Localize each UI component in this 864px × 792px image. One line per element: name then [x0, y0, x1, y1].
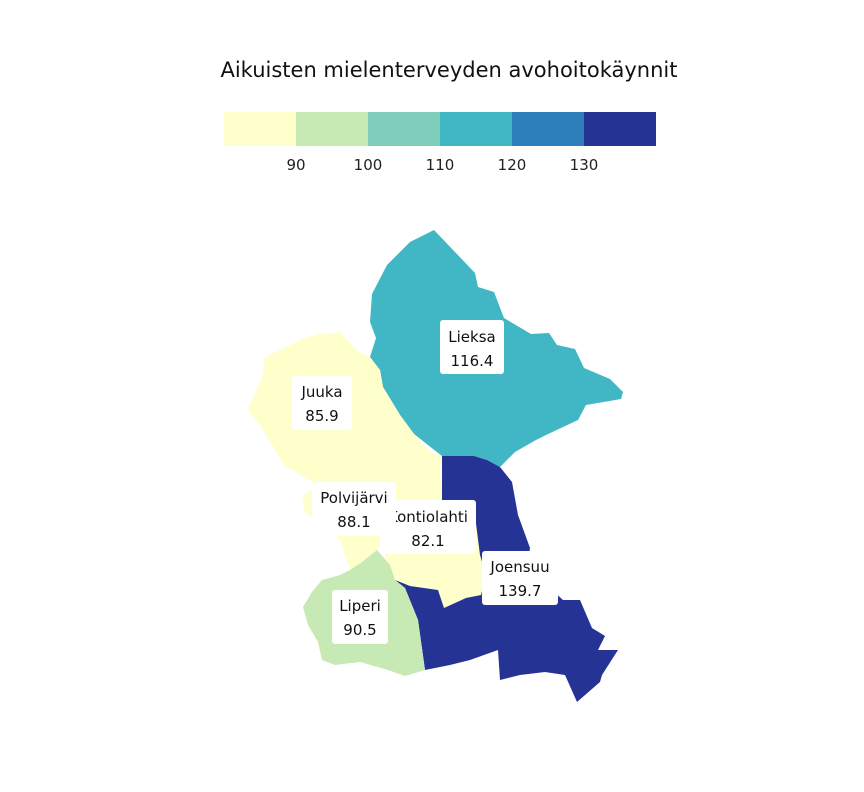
label-value-kontiolahti: 82.1	[411, 532, 444, 550]
label-name-joensuu: Joensuu	[489, 558, 549, 576]
label-joensuu: Joensuu 139.7	[482, 551, 558, 605]
label-box-juuka	[292, 376, 352, 430]
label-name-liperi: Liperi	[339, 597, 381, 615]
label-box-polvijarvi	[312, 482, 396, 536]
label-juuka: Juuka 85.9	[292, 376, 352, 430]
legend-swatch-6	[584, 112, 656, 146]
map-title: Aikuisten mielenterveyden avohoitokäynni…	[220, 58, 677, 82]
label-value-liperi: 90.5	[343, 621, 376, 639]
label-box-lieksa	[440, 320, 504, 374]
label-box-kontiolahti	[380, 500, 476, 554]
legend-swatch-1	[224, 112, 296, 146]
label-lieksa: Lieksa 116.4	[440, 320, 504, 374]
label-box-joensuu	[482, 551, 558, 605]
region-labels: Lieksa 116.4 Juuka 85.9 Kontiolahti 82.1…	[292, 320, 558, 644]
legend-tick-130: 130	[570, 156, 599, 174]
color-legend: 90 100 110 120 130	[224, 112, 656, 174]
legend-tick-110: 110	[426, 156, 455, 174]
legend-swatch-4	[440, 112, 512, 146]
label-value-joensuu: 139.7	[499, 582, 542, 600]
label-value-juuka: 85.9	[305, 407, 338, 425]
label-polvijarvi: Polvijärvi 88.1	[312, 482, 396, 536]
legend-tick-90: 90	[286, 156, 305, 174]
label-value-lieksa: 116.4	[451, 352, 494, 370]
label-box-liperi	[332, 590, 388, 644]
label-name-juuka: Juuka	[300, 383, 342, 401]
legend-swatch-5	[512, 112, 584, 146]
municipality-regions	[248, 230, 623, 702]
label-name-kontiolahti: Kontiolahti	[388, 508, 468, 526]
label-liperi: Liperi 90.5	[332, 590, 388, 644]
label-name-polvijarvi: Polvijärvi	[320, 489, 387, 507]
label-value-polvijarvi: 88.1	[337, 513, 370, 531]
label-name-lieksa: Lieksa	[448, 328, 495, 346]
legend-swatch-2	[296, 112, 368, 146]
legend-tick-120: 120	[498, 156, 527, 174]
label-kontiolahti: Kontiolahti 82.1	[380, 500, 476, 554]
legend-tick-100: 100	[354, 156, 383, 174]
legend-swatch-3	[368, 112, 440, 146]
